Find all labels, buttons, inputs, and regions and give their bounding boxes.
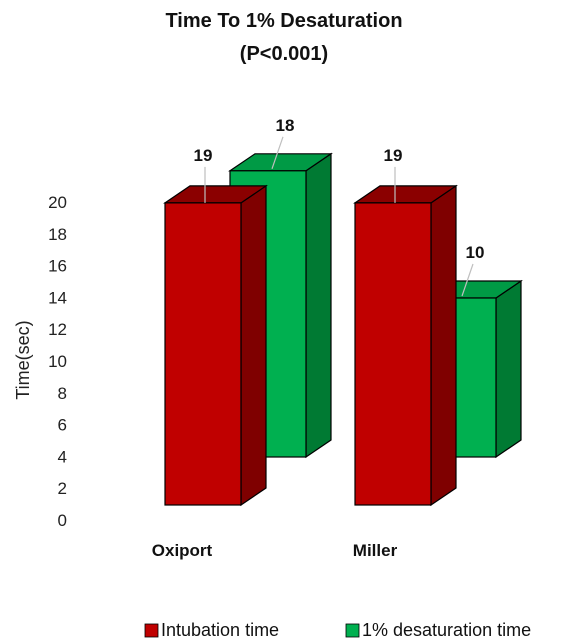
y-tick-label: 6	[58, 416, 67, 435]
y-tick-label: 18	[48, 225, 67, 244]
legend: Intubation time 1% desaturation time	[144, 620, 531, 640]
y-tick-label: 10	[48, 352, 67, 371]
bar-side	[240, 184, 267, 507]
y-tick-label: 12	[48, 320, 67, 339]
bar-side	[430, 184, 457, 507]
bar-side	[495, 279, 522, 459]
x-axis-categories: Oxiport Miller	[152, 541, 398, 560]
data-label-leader	[461, 263, 474, 297]
data-label: 10	[466, 243, 485, 262]
y-tick-label: 14	[48, 288, 67, 307]
bar-intubation-oxiport: 19	[163, 146, 268, 507]
legend-entry: Intubation time	[144, 620, 279, 640]
y-tick-label: 20	[48, 193, 67, 212]
bar-front	[164, 202, 242, 506]
chart-title: Time To 1% Desaturation	[165, 10, 402, 32]
legend-swatch	[144, 623, 159, 638]
legend-swatch	[345, 623, 360, 638]
x-category-label: Oxiport	[152, 541, 213, 560]
legend-entry: 1% desaturation time	[345, 620, 531, 640]
y-tick-label: 16	[48, 257, 67, 276]
legend-label: 1% desaturation time	[362, 620, 531, 640]
y-tick-label: 4	[58, 447, 67, 466]
y-axis-label: Time(sec)	[13, 320, 33, 399]
y-axis-ticks: 0 2 4 6 8 10 12 14 16 18 20	[48, 193, 67, 530]
legend-label: Intubation time	[161, 620, 279, 640]
bar-side	[305, 152, 332, 459]
data-label: 19	[194, 146, 213, 165]
y-tick-label: 8	[58, 384, 67, 403]
bars: 18 10 19 19	[163, 116, 523, 507]
chart-subtitle: (P<0.001)	[240, 43, 328, 65]
data-label: 19	[384, 146, 403, 165]
y-tick-label: 2	[58, 479, 67, 498]
data-label-leader	[271, 136, 284, 169]
data-label: 18	[276, 116, 295, 135]
bar-intubation-miller: 19	[353, 146, 458, 507]
x-category-label: Miller	[353, 541, 398, 560]
y-tick-label: 0	[58, 511, 67, 530]
bar-front	[354, 202, 432, 506]
